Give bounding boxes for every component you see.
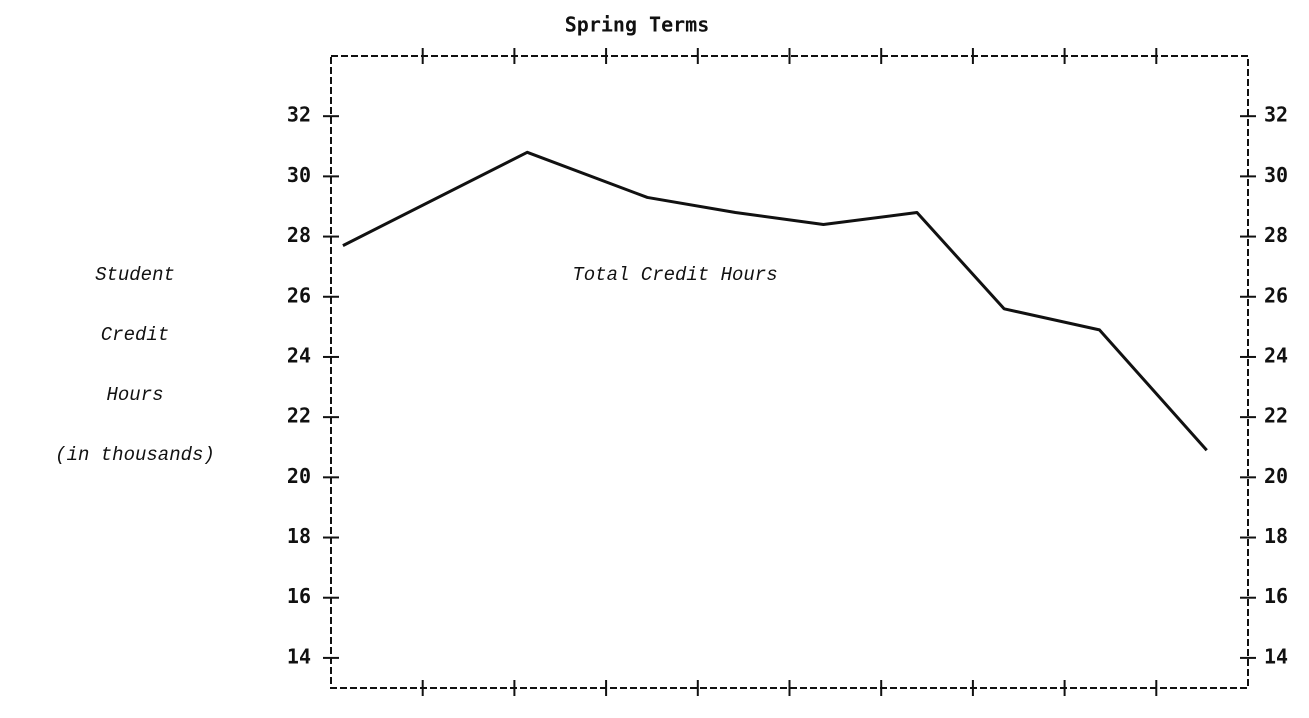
- y2-tick-label: 30: [1264, 163, 1288, 187]
- y-tick-label: 20: [287, 464, 311, 488]
- y2-tick-label: 26: [1264, 283, 1288, 307]
- y-label-line: Student: [95, 264, 175, 286]
- chart-title: Spring Terms: [565, 13, 710, 37]
- line-series: [342, 150, 1208, 452]
- y-tick-label: 18: [287, 524, 311, 548]
- y-label-line: Hours: [106, 384, 163, 406]
- y2-tick-label: 20: [1264, 464, 1288, 488]
- y2-tick-label: 22: [1264, 404, 1288, 428]
- y-tick-label: 32: [287, 103, 311, 127]
- y-tick-label: 26: [287, 283, 311, 307]
- y-tick-label: 30: [287, 163, 311, 187]
- y2-tick-label: 18: [1264, 524, 1288, 548]
- plot-frame: [330, 55, 1249, 689]
- y2-tick-label: 16: [1264, 584, 1288, 608]
- y-axis-label: Student Credit Hours (in thousands): [55, 264, 215, 466]
- y2-tick-label: 14: [1264, 644, 1288, 668]
- y-tick-label: 14: [287, 644, 311, 668]
- y-tick-label: 28: [287, 223, 311, 247]
- y-label-line: Credit: [101, 324, 169, 346]
- annotation: Total Credit Hours: [572, 264, 777, 286]
- y-tick-label: 16: [287, 584, 311, 608]
- y-tick-label: 22: [287, 404, 311, 428]
- y2-tick-label: 32: [1264, 103, 1288, 127]
- y-tick-label: 24: [287, 343, 311, 367]
- y2-tick-label: 28: [1264, 223, 1288, 247]
- y-label-line: (in thousands): [55, 444, 215, 466]
- y2-tick-label: 24: [1264, 343, 1288, 367]
